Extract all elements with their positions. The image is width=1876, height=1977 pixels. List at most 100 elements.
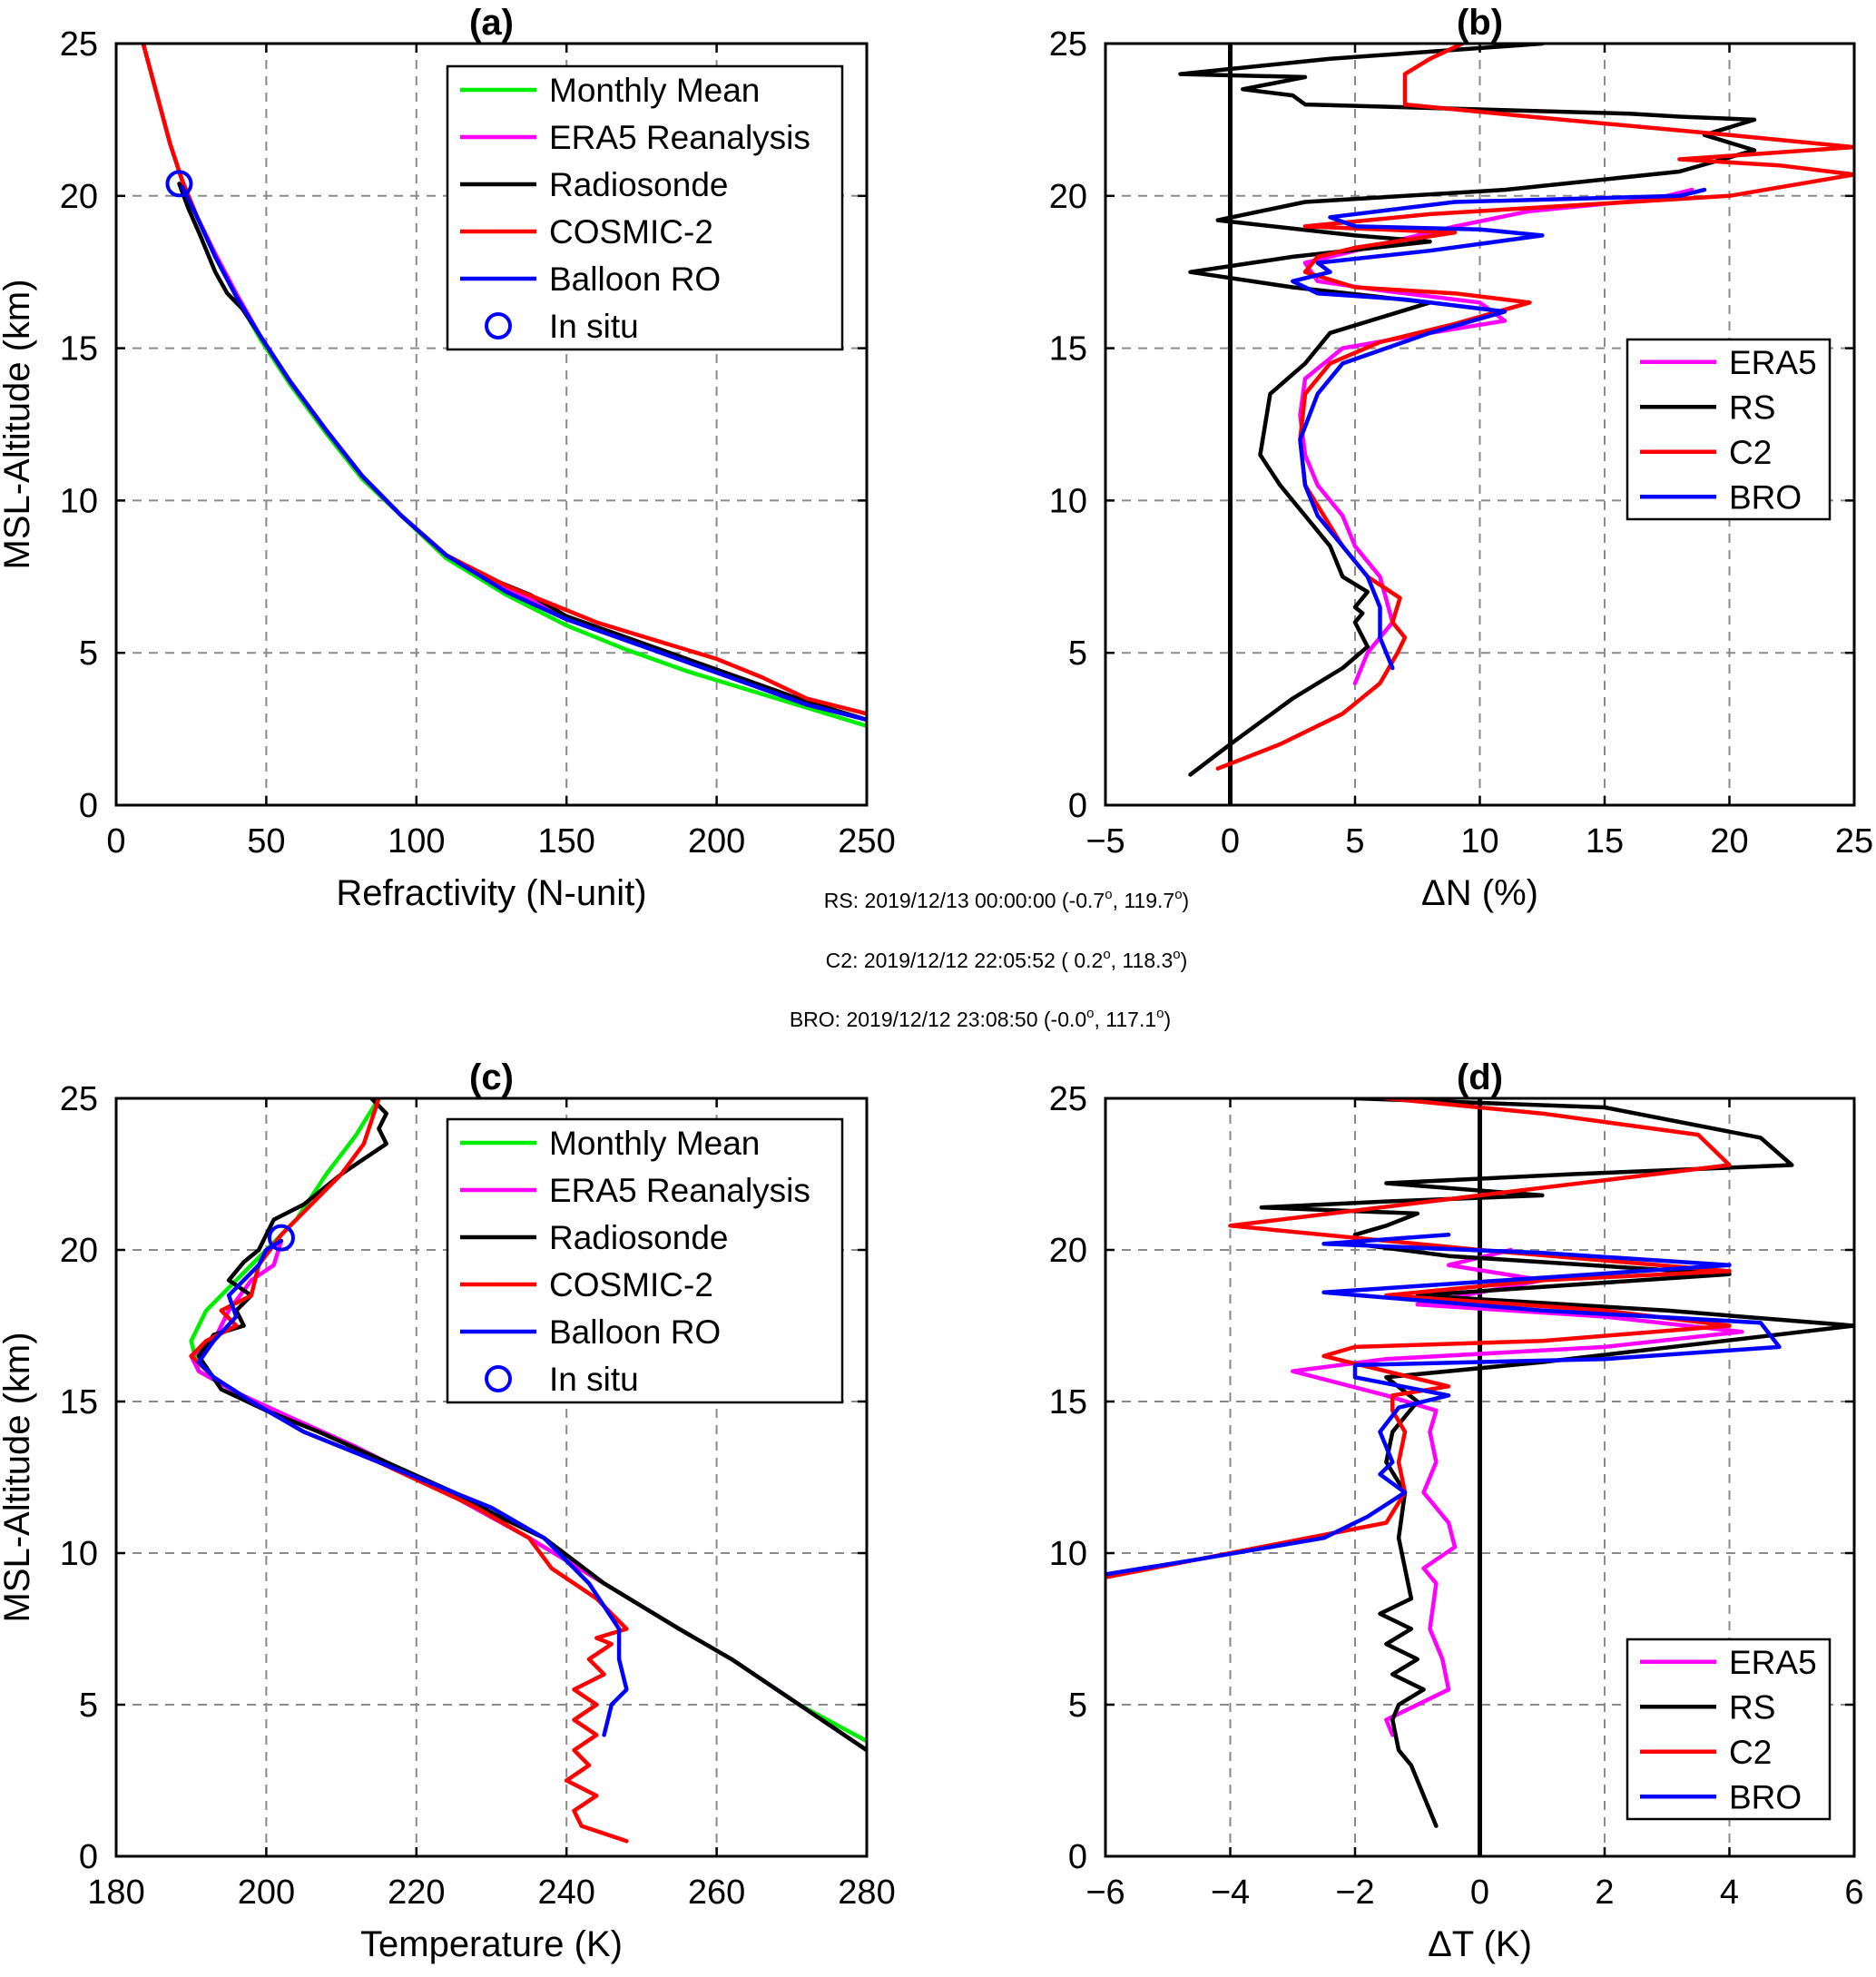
y-tick-label: 15 — [60, 330, 98, 369]
legend-label-cosmic-2: COSMIC-2 — [549, 213, 713, 251]
legend-label-monthly-mean: Monthly Mean — [549, 72, 760, 109]
meta-line-rs: RS: 2019/12/13 00:00:00 (-0.7o, 119.7o) — [824, 887, 1189, 912]
y-axis-label: MSL-Altitude (km) — [0, 1332, 37, 1622]
x-tick-label: 2 — [1595, 1874, 1614, 1912]
panel-a-series — [141, 44, 867, 728]
x-tick-label: 200 — [238, 1874, 295, 1912]
panel-c-frame — [114, 1097, 869, 1858]
x-tick-label: −4 — [1211, 1874, 1250, 1912]
y-tick-label: 10 — [60, 1535, 98, 1573]
series-rs-line — [1259, 1098, 1854, 1828]
x-axis-label: ΔT (K) — [1428, 1924, 1532, 1964]
x-tick-label: 100 — [388, 822, 445, 861]
legend-label-radiosonde: Radiosonde — [549, 1219, 728, 1256]
series-radiosonde-line — [196, 1098, 867, 1753]
x-tick-label: −2 — [1335, 1874, 1374, 1912]
y-axis-label: MSL-Altitude (km) — [0, 279, 37, 569]
y-tick-label: 0 — [79, 787, 98, 825]
x-axis-label: ΔN (%) — [1421, 873, 1538, 913]
series-balloon-ro-line — [196, 1238, 629, 1737]
panel-b-series — [1178, 44, 1854, 777]
y-tick-label: 15 — [1049, 1383, 1087, 1421]
y-tick-label: 5 — [1068, 634, 1087, 673]
x-tick-label: 10 — [1460, 822, 1498, 861]
x-tick-label: 0 — [1221, 822, 1240, 861]
x-tick-label: 20 — [1710, 822, 1748, 861]
panel-c-title: (c) — [469, 1057, 514, 1097]
legend-box — [1626, 1638, 1832, 1821]
legend-box — [446, 64, 844, 351]
y-tick-label: 25 — [60, 25, 98, 64]
legend-label-balloon-ro: Balloon RO — [549, 261, 721, 298]
panel-a-frame — [114, 42, 869, 807]
x-tick-label: 280 — [838, 1874, 895, 1912]
x-axis-label: Refractivity (N-unit) — [336, 873, 646, 913]
y-tick-label: 25 — [60, 1080, 98, 1118]
x-axis-label: Temperature (K) — [360, 1924, 623, 1964]
legend-label-bro: BRO — [1729, 1778, 1802, 1815]
panel-a-title: (a) — [469, 3, 514, 43]
x-tick-label: 260 — [688, 1874, 745, 1912]
legend-label-radiosonde: Radiosonde — [549, 166, 728, 203]
x-tick-label: 0 — [106, 822, 125, 861]
legend-label-cosmic-2: COSMIC-2 — [549, 1266, 713, 1303]
meta-line-bro: BRO: 2019/12/12 23:08:50 (-0.0o, 117.1o) — [790, 1006, 1171, 1031]
series-bro-line — [1291, 187, 1707, 671]
panel-d-title: (d) — [1457, 1057, 1503, 1097]
y-tick-label: 0 — [1068, 787, 1087, 825]
series-cosmic-2-line — [189, 1098, 629, 1844]
x-tick-label: 220 — [388, 1874, 445, 1912]
legend-box — [1626, 338, 1832, 521]
y-tick-label: 15 — [60, 1383, 98, 1421]
legend-label-in-situ: In situ — [549, 1361, 639, 1398]
x-tick-label: 25 — [1835, 822, 1873, 861]
meta-line-c2: C2: 2019/12/12 22:05:52 ( 0.2o, 118.3o) — [826, 947, 1188, 972]
y-tick-label: 10 — [1049, 1535, 1087, 1573]
legend-label-balloon-ro: Balloon RO — [549, 1313, 721, 1351]
y-tick-label: 0 — [79, 1838, 98, 1876]
y-tick-label: 10 — [1049, 482, 1087, 520]
panel-d-series — [1105, 1098, 1854, 1828]
x-tick-label: 0 — [1470, 1874, 1489, 1912]
x-tick-label: 6 — [1844, 1874, 1863, 1912]
y-tick-label: 25 — [1049, 1080, 1087, 1118]
y-tick-label: 20 — [1049, 1232, 1087, 1270]
y-tick-label: 25 — [1049, 25, 1087, 64]
panel-c-series — [189, 1098, 867, 1844]
legend-label-era5-reanalysis: ERA5 Reanalysis — [549, 1172, 810, 1209]
series-c2-line — [1215, 44, 1854, 771]
legend-label-bro: BRO — [1729, 478, 1802, 516]
legend-label-monthly-mean: Monthly Mean — [549, 1125, 760, 1162]
x-tick-label: 150 — [537, 822, 594, 861]
legend-swatch-in-situ — [485, 1365, 512, 1392]
y-tick-label: 20 — [60, 1232, 98, 1270]
panel-a-refractivity: 0 50 100 150 200 250 0 5 10 15 20 25 (a) Refractivity… — [0, 3, 896, 913]
y-tick-label: 5 — [79, 1687, 98, 1725]
y-tick-label: 5 — [1068, 1687, 1087, 1725]
series-bro-line — [1105, 1233, 1782, 1577]
x-tick-label: −6 — [1085, 1874, 1125, 1912]
panel-d-legend: ERA5 RS C2 BRO — [1626, 1638, 1832, 1821]
x-tick-label: 200 — [688, 822, 745, 861]
y-tick-label: 5 — [79, 634, 98, 673]
x-tick-label: 5 — [1345, 822, 1364, 861]
panel-d-delta-t: −6 −4 −2 0 2 4 6 0 5 10 15 20 25 (d) ΔT (K) ERA5 RS C2 BRO — [1049, 1057, 1864, 1964]
y-tick-label: 15 — [1049, 330, 1087, 369]
legend-label-rs: RS — [1729, 1688, 1775, 1726]
legend-label-era5: ERA5 — [1729, 344, 1817, 381]
x-tick-label: 4 — [1720, 1874, 1739, 1912]
panel-b-title: (b) — [1457, 3, 1503, 43]
legend-label-in-situ: In situ — [549, 308, 639, 345]
series-balloon-ro-line — [180, 184, 867, 723]
panel-a-legend: Monthly Mean ERA5 Reanalysis Radiosonde COS… — [446, 64, 844, 351]
in-situ-marker — [267, 1224, 295, 1252]
in-situ-marker — [165, 170, 193, 198]
legend-label-c2: C2 — [1729, 434, 1772, 471]
x-tick-label: 50 — [247, 822, 285, 861]
legend-label-rs: RS — [1729, 389, 1775, 426]
legend-box — [446, 1117, 844, 1404]
legend-label-era5: ERA5 — [1729, 1644, 1817, 1681]
panel-c-temperature: 180 200 220 240 260 280 0 5 10 15 20 25 (c) Temperatu… — [0, 1057, 896, 1964]
